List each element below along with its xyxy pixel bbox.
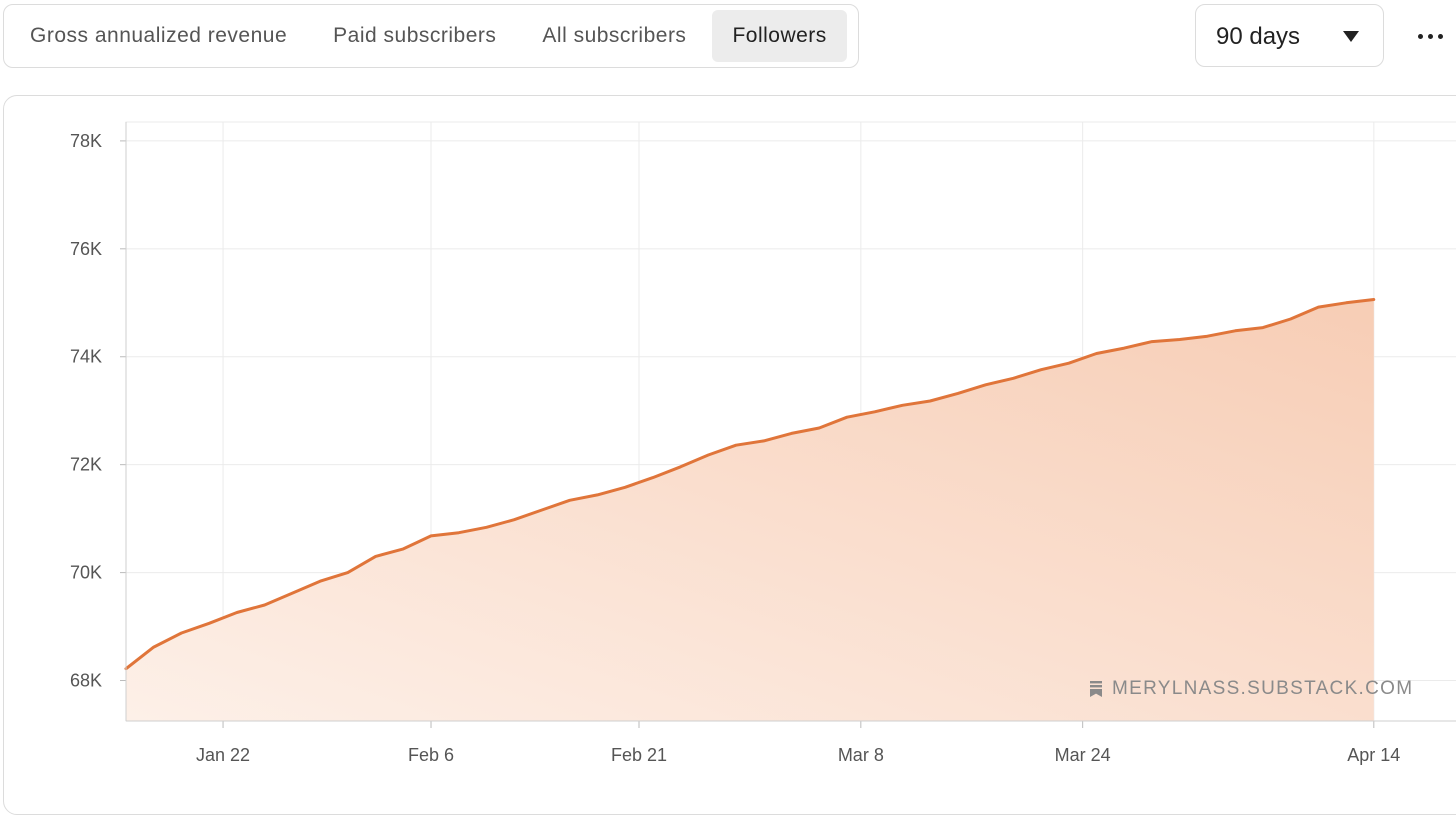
chart-panel: 68K 70K 72K 74K 76K 78K Jan 22 Feb 6 Feb 21 Mar 8…: [3, 95, 1456, 815]
x-tick-label: Jan 22: [196, 745, 250, 765]
y-tick-label: 72K: [70, 455, 102, 475]
substack-bookmark-icon: [1090, 681, 1102, 697]
more-horizontal-icon: [1418, 34, 1423, 39]
x-tick-label: Apr 14: [1347, 745, 1400, 765]
y-tick-label: 76K: [70, 239, 102, 259]
watermark: MERYLNASS.SUBSTACK.COM: [1090, 678, 1413, 700]
tab-all-subscribers[interactable]: All subscribers: [522, 10, 706, 62]
x-tick-label: Feb 21: [611, 745, 667, 765]
y-tick-label: 70K: [70, 563, 102, 583]
range-select-value: 90 days: [1216, 23, 1300, 51]
watermark-text: MERYLNASS.SUBSTACK.COM: [1112, 678, 1413, 700]
more-horizontal-icon-dot: [1438, 34, 1443, 39]
x-tick-label: Mar 24: [1055, 745, 1111, 765]
more-options-button[interactable]: [1410, 18, 1450, 54]
series-area: [126, 300, 1374, 722]
tab-gross-annualized-revenue[interactable]: Gross annualized revenue: [10, 10, 307, 62]
caret-down-icon: [1343, 31, 1359, 42]
y-tick-label: 74K: [70, 347, 102, 367]
tab-paid-subscribers[interactable]: Paid subscribers: [313, 10, 516, 62]
metric-tabs: Gross annualized revenue Paid subscriber…: [3, 4, 859, 68]
x-tick-label: Mar 8: [838, 745, 884, 765]
range-select[interactable]: 90 days: [1195, 4, 1384, 67]
y-tick-label: 78K: [70, 131, 102, 151]
y-tick-label: 68K: [70, 671, 102, 691]
x-tick-label: Feb 6: [408, 745, 454, 765]
more-horizontal-icon-dot: [1428, 34, 1433, 39]
tab-followers[interactable]: Followers: [712, 10, 846, 62]
